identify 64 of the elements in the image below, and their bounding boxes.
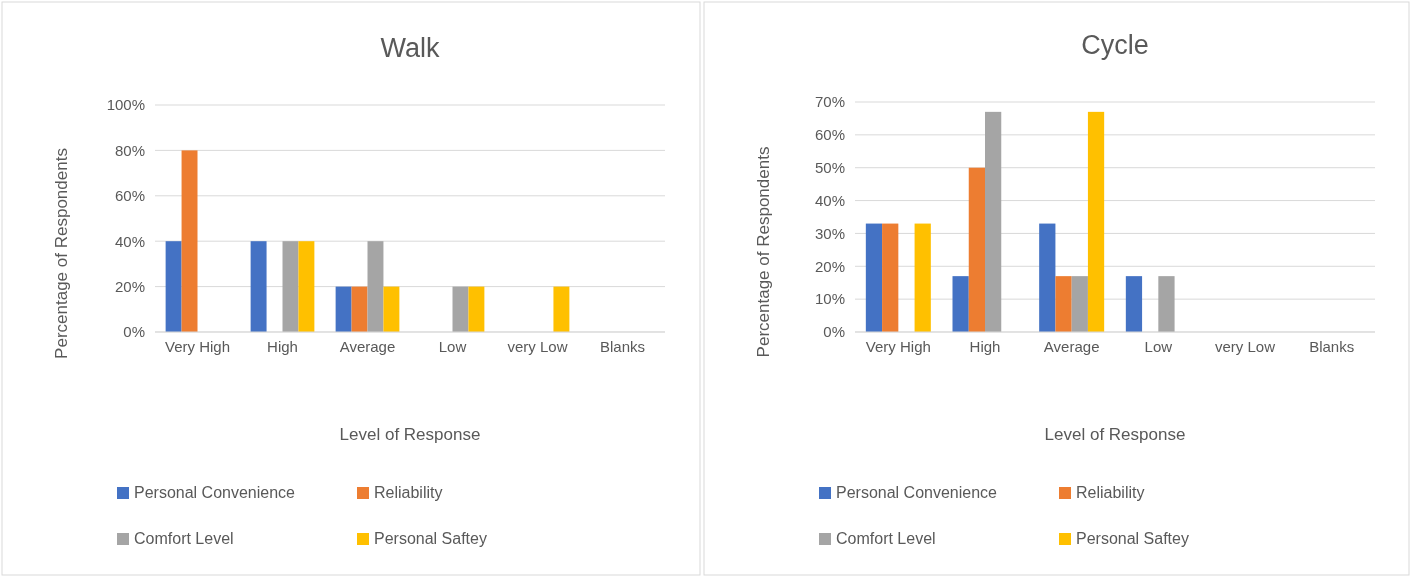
legend-label: Reliability (1076, 484, 1145, 501)
bar (1071, 276, 1088, 332)
bar (383, 286, 400, 332)
x-axis-title: Level of Response (1044, 425, 1186, 444)
legend-label: Reliability (374, 484, 443, 501)
legend-label: Personal Convenience (836, 484, 998, 501)
y-tick-label: 0% (823, 323, 845, 341)
x-tick-label: very Low (1214, 338, 1276, 355)
y-tick-label: 60% (814, 126, 845, 144)
y-tick-label: 40% (814, 191, 845, 209)
bar (298, 241, 315, 332)
x-tick-label: Very High (164, 338, 231, 355)
x-tick-label: Very High (865, 338, 931, 355)
bar (351, 286, 368, 332)
y-tick-label: 60% (114, 187, 145, 205)
y-axis-title: Percentage of Respondents (754, 146, 773, 358)
x-tick-label: Low (1144, 338, 1173, 355)
legend-label: Personal Convenience (134, 484, 296, 501)
x-axis-title: Level of Response (339, 425, 481, 444)
y-tick-label: 70% (814, 93, 845, 111)
bar (1039, 223, 1056, 332)
bar (914, 223, 931, 332)
legend-label: Comfort Level (134, 530, 234, 547)
chart-title: Walk (380, 33, 440, 63)
x-tick-label: Blanks (1309, 338, 1355, 355)
bar (985, 111, 1002, 332)
y-tick-label: 0% (123, 323, 145, 341)
bar (181, 150, 198, 332)
bar (250, 241, 267, 332)
chart-title: Cycle (1081, 30, 1149, 60)
bar (335, 286, 352, 332)
y-tick-label: 100% (106, 96, 145, 114)
bar (1125, 276, 1143, 332)
bar (367, 241, 384, 332)
x-tick-label: Low (438, 338, 467, 355)
bar (952, 276, 969, 332)
bar (468, 286, 485, 332)
bar (865, 223, 883, 332)
y-tick-label: 30% (814, 224, 845, 242)
x-tick-label: Average (339, 338, 396, 355)
y-tick-label: 20% (114, 277, 145, 295)
x-tick-label: very Low (507, 338, 568, 355)
bar (968, 167, 985, 332)
y-tick-label: 80% (114, 141, 145, 159)
y-tick-label: 50% (814, 159, 845, 177)
bar (1158, 276, 1175, 332)
bar (165, 241, 182, 332)
bar (1087, 111, 1105, 332)
bar (452, 286, 469, 332)
x-tick-label: Average (1043, 338, 1100, 355)
x-tick-label: High (969, 338, 1001, 355)
x-tick-label: Blanks (599, 338, 646, 355)
x-tick-label: High (267, 338, 298, 355)
bar (882, 223, 899, 332)
y-tick-label: 40% (114, 232, 145, 250)
y-tick-label: 10% (814, 290, 845, 308)
bar (282, 241, 299, 332)
bar (553, 286, 570, 332)
bar (1055, 276, 1072, 332)
legend-label: Comfort Level (836, 530, 936, 547)
y-tick-label: 20% (814, 257, 845, 275)
legend-label: Personal Saftey (1076, 530, 1189, 547)
y-axis-title: Percentage of Respondents (52, 148, 71, 359)
legend-label: Personal Saftey (374, 530, 487, 547)
